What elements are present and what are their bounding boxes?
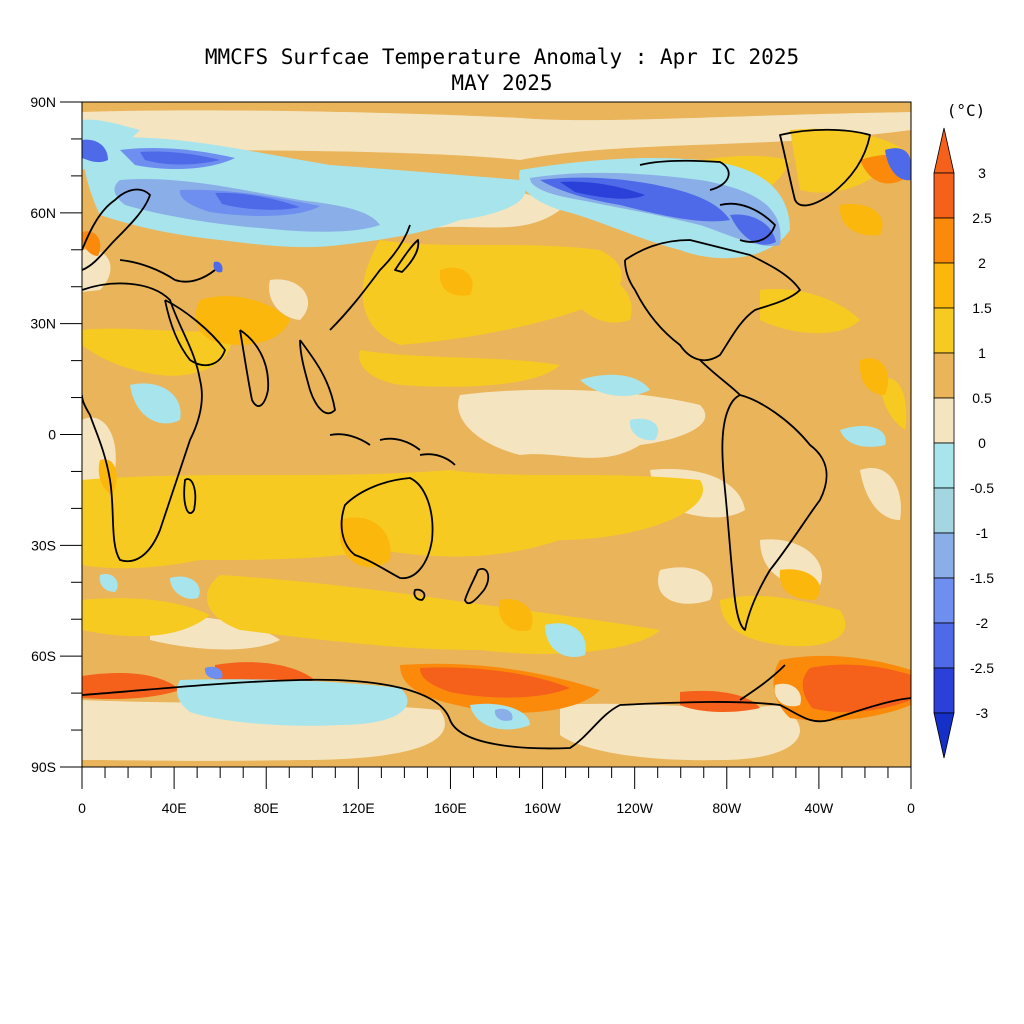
colorbar-swatch xyxy=(933,622,955,669)
colorbar-swatch xyxy=(933,397,955,444)
lon-tick-label: 0 xyxy=(78,800,86,816)
colorbar-swatch xyxy=(933,577,955,624)
map-subtitle: MAY 2025 xyxy=(451,71,553,95)
latitude-axis: 90N 60N 30N 0 30S 60S 90S xyxy=(30,94,82,775)
lon-tick-label: 160W xyxy=(524,800,561,816)
lat-tick-label: 60S xyxy=(31,648,56,664)
lon-tick-label: 40W xyxy=(804,800,834,816)
lon-tick-label: 0 xyxy=(907,800,915,816)
lat-tick-label: 90S xyxy=(31,759,56,775)
colorbar-label: -3 xyxy=(976,705,989,721)
anomaly-map xyxy=(82,102,911,767)
colorbar-label: 3 xyxy=(978,165,986,181)
lon-tick-label: 120W xyxy=(616,800,653,816)
colorbar-under-triangle xyxy=(933,712,955,759)
lon-tick-label: 120E xyxy=(342,800,375,816)
lat-tick-label: 30N xyxy=(30,316,56,332)
lat-tick-label: 0 xyxy=(48,427,56,443)
lon-tick-label: 80E xyxy=(254,800,279,816)
colorbar-label: 1.5 xyxy=(972,300,992,316)
lat-tick-label: 60N xyxy=(30,205,56,221)
colorbar-label: 0.5 xyxy=(972,390,992,406)
colorbar-label: -2.5 xyxy=(970,660,994,676)
strong-warm-patches xyxy=(98,204,889,631)
colorbar-over-triangle xyxy=(933,127,955,174)
lon-tick-label: 40E xyxy=(162,800,187,816)
colorbar-label: 2 xyxy=(978,255,986,271)
colorbar-label: 0 xyxy=(978,435,986,451)
colorbar-units: (°C) xyxy=(947,101,986,120)
colorbar-swatch xyxy=(933,307,955,354)
lat-tick-label: 90N xyxy=(30,94,56,110)
lat-tick-label: 30S xyxy=(31,537,56,553)
lon-tick-label: 80W xyxy=(712,800,742,816)
cold-anomaly-fields xyxy=(82,139,911,721)
colorbar-label: -1.5 xyxy=(970,570,994,586)
colorbar-swatch xyxy=(933,442,955,489)
colorbar: 3 2.5 2 1.5 1 0.5 0 -0.5 -1 -1.5 -2 -2.5 -3 xyxy=(933,127,994,759)
colorbar-label: -0.5 xyxy=(970,480,994,496)
colorbar-swatch xyxy=(933,217,955,264)
map-title: MMCFS Surfcae Temperature Anomaly : Apr … xyxy=(204,45,800,69)
colorbar-swatch xyxy=(933,667,955,714)
coastlines xyxy=(82,128,911,750)
colorbar-swatch xyxy=(933,262,955,309)
colorbar-swatch xyxy=(933,532,955,579)
colorbar-label: 2.5 xyxy=(972,210,992,226)
lon-tick-label: 160E xyxy=(434,800,467,816)
colorbar-label: 1 xyxy=(978,345,986,361)
colorbar-label: -2 xyxy=(976,615,989,631)
colorbar-swatch xyxy=(933,487,955,534)
colorbar-swatch xyxy=(933,352,955,399)
colorbar-label: -1 xyxy=(976,525,989,541)
longitude-axis: 0 40E 80E 120E 160E 160W 120W 80W 40W 0 xyxy=(78,767,915,816)
colorbar-swatch xyxy=(933,172,955,219)
